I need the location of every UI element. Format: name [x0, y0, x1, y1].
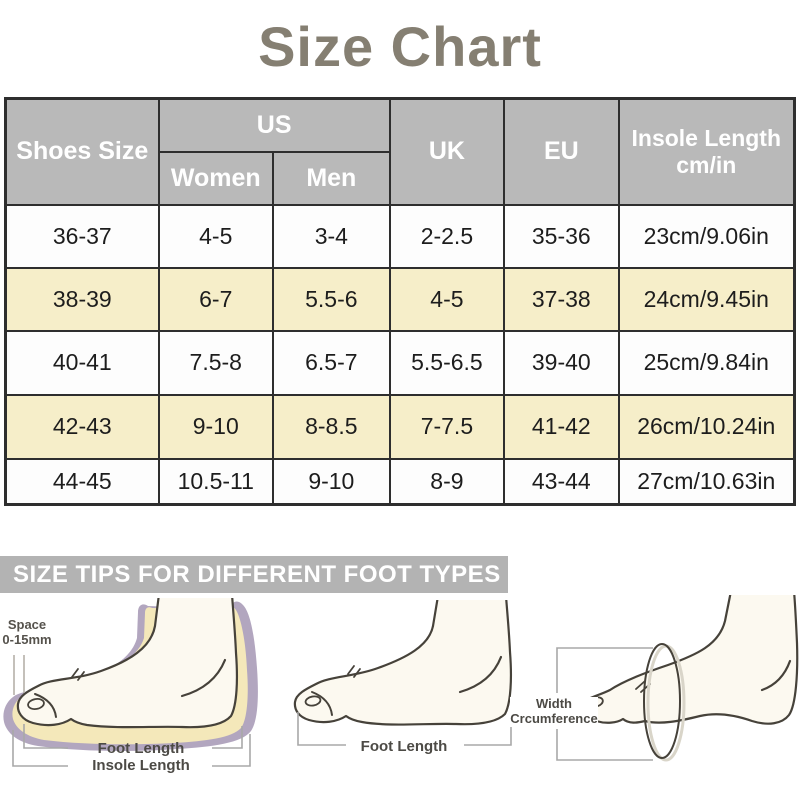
table-row: 40-41 7.5-8 6.5-7 5.5-6.5 39-40 25cm/9.8… [4, 329, 796, 396]
cell-uk: 7-7.5 [388, 393, 506, 460]
cell-us-men: 3-4 [271, 203, 391, 269]
insole-length-label: Insole Length [92, 757, 190, 774]
cell-us-women: 10.5-11 [157, 457, 274, 506]
table-row: 36-37 4-5 3-4 2-2.5 35-36 23cm/9.06in [4, 203, 796, 269]
cell-eu: 39-40 [503, 329, 620, 396]
cell-us-men: 6.5-7 [271, 329, 391, 396]
size-chart-table: Shoes Size US UK EU Insole Length cm/in … [4, 97, 796, 506]
table-row: 44-45 10.5-11 9-10 8-9 43-44 27cm/10.63i… [4, 457, 796, 506]
cell-uk: 2-2.5 [388, 203, 506, 269]
cell-us-men: 9-10 [271, 457, 391, 506]
space-label-line2: 0-15mm [2, 631, 52, 647]
cell-insole: 25cm/9.84in [617, 329, 796, 396]
header-uk: UK [388, 97, 506, 206]
header-insole-length: Insole Length cm/in [617, 97, 796, 206]
page-title: Size Chart [258, 15, 542, 78]
foot-in-shoe-drawing [3, 598, 258, 767]
header-shoes-size: Shoes Size [4, 97, 160, 206]
space-measure-lines [13, 655, 25, 695]
cell-insole: 26cm/10.24in [617, 393, 796, 460]
foot-length-drawing [293, 600, 513, 746]
cell-shoes-size: 36-37 [4, 203, 160, 269]
cell-us-women: 9-10 [157, 393, 274, 460]
cell-eu: 41-42 [503, 393, 620, 460]
table-header: Shoes Size US UK EU Insole Length cm/in … [4, 97, 796, 206]
cell-us-women: 6-7 [157, 266, 274, 332]
header-us-women: Women [157, 150, 274, 206]
cell-shoes-size: 42-43 [4, 393, 160, 460]
cell-insole: 27cm/10.63in [617, 457, 796, 506]
cell-us-men: 5.5-6 [271, 266, 391, 332]
header-us-men: Men [271, 150, 391, 206]
illustration-foot-length: Foot Length [280, 600, 540, 765]
cell-us-men: 8-8.5 [271, 393, 391, 460]
cell-eu: 43-44 [503, 457, 620, 506]
cell-uk: 5.5-6.5 [388, 329, 506, 396]
circumference-ring [643, 643, 681, 759]
toenail [304, 695, 322, 707]
tips-banner-text: SIZE TIPS FOR DIFFERENT FOOT TYPES [13, 561, 501, 588]
cell-us-women: 7.5-8 [157, 329, 274, 396]
toenail [27, 697, 45, 711]
width-bracket [556, 647, 653, 761]
width-label-line1: Width [536, 696, 572, 711]
table-row: 38-39 6-7 5.5-6 4-5 37-38 24cm/9.45in [4, 266, 796, 332]
space-label-line1: Space [7, 617, 47, 632]
cell-uk: 8-9 [388, 457, 506, 506]
cell-eu: 37-38 [503, 266, 620, 332]
table-row: 42-43 9-10 8-8.5 7-7.5 41-42 26cm/10.24i… [4, 393, 796, 460]
header-eu: EU [503, 97, 620, 206]
tips-banner: SIZE TIPS FOR DIFFERENT FOOT TYPES [0, 556, 508, 593]
width-label-line2: Crcumference [510, 710, 598, 726]
cell-insole: 23cm/9.06in [617, 203, 796, 269]
header-insole-line1: Insole Length [631, 124, 782, 151]
illustration-foot-in-shoe: Space 0-15mm Foot Length Insole Length [2, 598, 264, 783]
big-toe-line [311, 691, 333, 716]
space-label: Space 0-15mm [2, 617, 52, 648]
cell-shoes-size: 40-41 [4, 329, 160, 396]
big-toe-line [34, 693, 57, 718]
foot-outline [582, 595, 799, 725]
heel-accent-line [180, 658, 227, 698]
heel-accent-line [760, 659, 792, 692]
foot-length-bracket [297, 712, 512, 746]
foot-length-label: Foot Length [360, 738, 448, 755]
heel-accent-line [458, 655, 503, 694]
cell-shoes-size: 44-45 [4, 457, 160, 506]
cell-us-women: 4-5 [157, 203, 274, 269]
cell-shoes-size: 38-39 [4, 266, 160, 332]
illustration-width-circumference: Width Crcumference [510, 595, 800, 800]
foot-length-label: Foot Length [97, 740, 185, 757]
cell-uk: 4-5 [388, 266, 506, 332]
header-insole-line2: cm/in [676, 151, 737, 178]
foot-outline [293, 600, 513, 726]
header-us: US [157, 97, 391, 153]
toe-crease-marks [347, 665, 361, 678]
insole-length-bracket [12, 730, 251, 767]
width-circumference-drawing [556, 595, 799, 762]
cell-insole: 24cm/9.45in [617, 266, 796, 332]
foot-length-bracket [23, 724, 243, 749]
width-circumference-label: Width Crcumference [510, 696, 598, 727]
cell-eu: 35-36 [503, 203, 620, 269]
toe-crease-marks [71, 668, 85, 681]
